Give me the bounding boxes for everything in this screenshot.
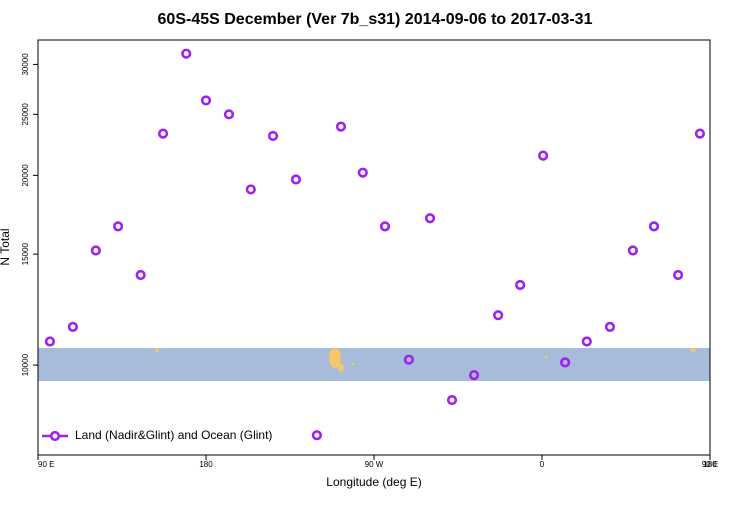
data-point xyxy=(357,167,368,178)
data-point xyxy=(604,321,616,332)
data-point xyxy=(403,354,415,365)
y-tick-label: 20000 xyxy=(21,164,30,187)
data-point xyxy=(468,370,480,381)
data-point xyxy=(67,321,79,332)
y-tick-label: 25000 xyxy=(21,103,30,126)
data-point xyxy=(672,269,684,281)
data-point xyxy=(200,95,212,106)
data-point xyxy=(245,184,256,195)
data-point xyxy=(112,221,124,232)
chart-title: 60S-45S December (Ver 7b_s31) 2014-09-06… xyxy=(158,11,593,28)
data-point xyxy=(446,394,458,406)
y-tick-label: 30000 xyxy=(21,53,30,76)
data-point xyxy=(223,109,235,120)
data-point xyxy=(290,174,302,185)
data-point xyxy=(538,150,549,161)
data-point xyxy=(267,130,279,142)
x-tick-label: 90 W xyxy=(365,460,384,469)
data-point xyxy=(515,279,526,291)
x-tick-label: 180 xyxy=(703,460,717,469)
data-point xyxy=(694,128,706,139)
y-tick-label: 10000 xyxy=(21,353,30,376)
data-point xyxy=(581,336,592,347)
x-tick-label: 0 xyxy=(540,460,545,469)
legend-label: Land (Nadir&Glint) and Ocean (Glint) xyxy=(75,428,272,442)
data-point xyxy=(493,310,504,321)
x-axis-label: Longitude (deg E) xyxy=(326,475,421,489)
plot-frame xyxy=(37,39,711,456)
x-tick-label: 180 xyxy=(199,460,213,469)
data-point xyxy=(311,430,322,441)
data-point xyxy=(44,336,56,347)
legend-marker xyxy=(49,430,61,442)
ocean-band xyxy=(38,348,710,381)
data-point xyxy=(424,213,436,224)
y-tick-label: 15000 xyxy=(21,242,30,265)
data-point xyxy=(648,221,660,232)
land-shapes xyxy=(155,348,696,372)
data-point xyxy=(560,357,571,368)
data-point xyxy=(627,245,639,256)
data-point xyxy=(379,221,391,232)
data-point xyxy=(90,245,101,256)
data-point xyxy=(335,121,347,132)
y-axis-label: N Total xyxy=(0,228,12,265)
data-point xyxy=(181,48,192,59)
data-point xyxy=(135,269,146,281)
x-tick-label: 90 E xyxy=(38,460,54,469)
data-point xyxy=(157,128,169,139)
x-tick-label: 90 E xyxy=(702,460,718,469)
